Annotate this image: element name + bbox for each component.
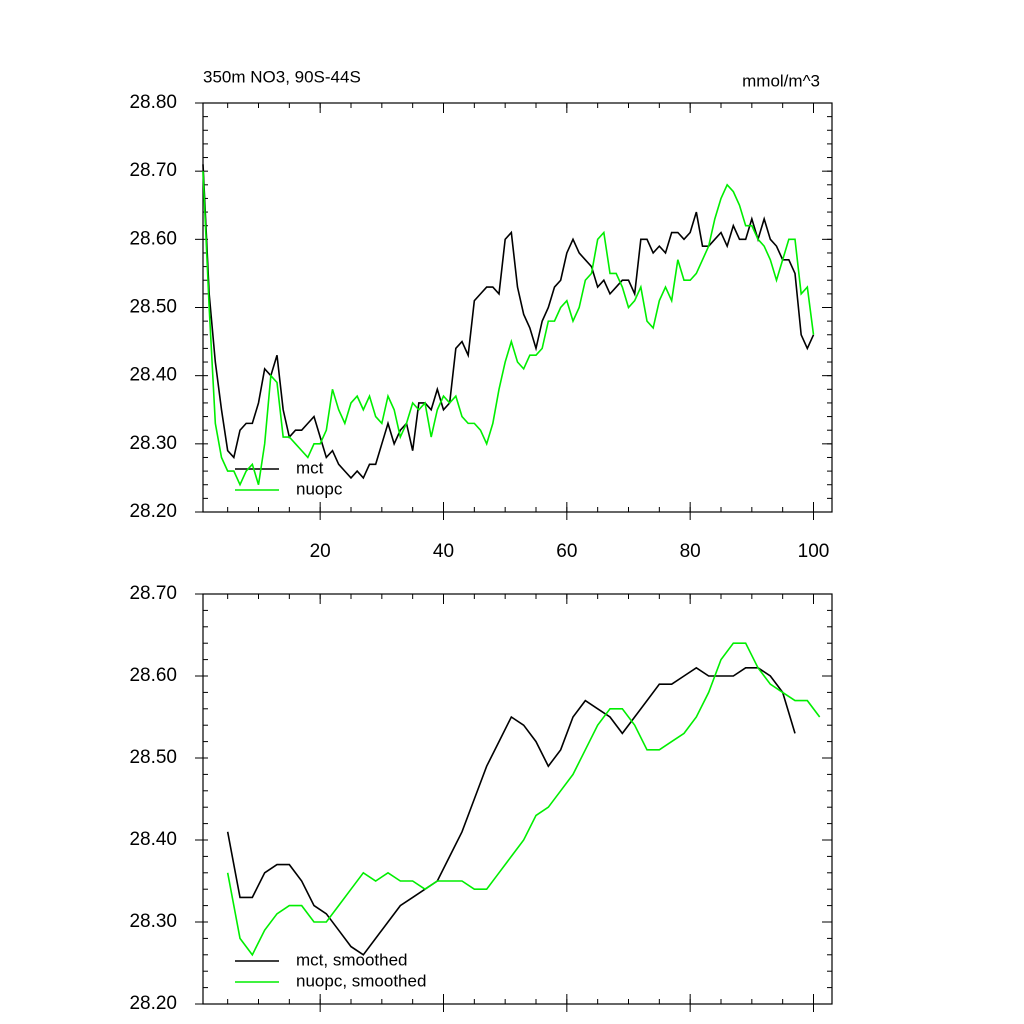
y-tick-label: 28.70 (129, 160, 177, 181)
data-line (226, 666, 796, 956)
plot-frame (202, 593, 833, 1005)
legend-label: mct (296, 458, 324, 477)
y-tick-label: 28.20 (129, 993, 177, 1014)
units-label: mmol/m^3 (742, 71, 820, 90)
y-tick-label: 28.50 (129, 747, 177, 768)
x-tick-label: 100 (798, 541, 830, 562)
x-tick-label: 60 (556, 541, 577, 562)
y-tick-label: 28.40 (129, 829, 177, 850)
y-tick-label: 28.60 (129, 228, 177, 249)
y-tick-label: 28.40 (129, 365, 177, 386)
data-line (226, 642, 821, 957)
plot-frame (202, 102, 833, 513)
y-tick-label: 28.70 (129, 583, 177, 604)
y-tick-label: 28.80 (129, 92, 177, 113)
y-tick-label: 28.20 (129, 501, 177, 522)
y-tick-label: 28.30 (129, 433, 177, 454)
legend-label: mct, smoothed (296, 950, 408, 969)
x-tick-label: 20 (310, 541, 331, 562)
legend-label: nuopc, smoothed (296, 971, 426, 990)
y-tick-label: 28.50 (129, 297, 177, 318)
x-tick-label: 40 (433, 541, 454, 562)
y-tick-label: 28.60 (129, 665, 177, 686)
y-tick-label: 28.30 (129, 911, 177, 932)
x-tick-label: 80 (680, 541, 701, 562)
chart-title: 350m NO3, 90S-44S (203, 67, 361, 86)
data-line (202, 164, 815, 480)
legend-label: nuopc (296, 479, 343, 498)
data-line (202, 171, 815, 487)
